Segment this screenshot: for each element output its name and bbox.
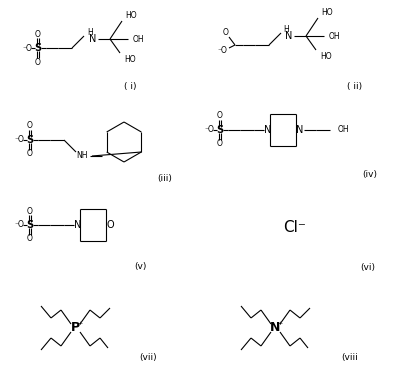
Text: +: +: [77, 321, 83, 327]
Text: H: H: [282, 24, 288, 34]
Text: O: O: [106, 220, 113, 230]
Text: O: O: [222, 28, 228, 37]
Text: OH: OH: [133, 34, 144, 44]
Text: N: N: [264, 125, 271, 135]
Text: +: +: [277, 321, 282, 327]
Text: (iii): (iii): [157, 173, 172, 183]
Text: NH: NH: [76, 152, 87, 161]
Text: O: O: [27, 121, 33, 131]
Text: ( ii): ( ii): [347, 82, 362, 90]
Text: HO: HO: [320, 7, 332, 17]
Text: ⁻O: ⁻O: [204, 125, 213, 134]
Text: (vi): (vi): [360, 263, 375, 272]
Text: O: O: [217, 139, 222, 148]
Text: P: P: [70, 321, 79, 335]
Text: O: O: [27, 235, 33, 244]
Text: HO: HO: [319, 52, 331, 61]
Text: O: O: [27, 149, 33, 159]
Text: (iv): (iv): [362, 170, 377, 179]
Text: N: N: [89, 34, 96, 44]
Text: H: H: [87, 28, 93, 37]
Text: O: O: [217, 111, 222, 121]
Text: O: O: [35, 58, 41, 66]
Text: HO: HO: [125, 10, 136, 20]
Text: S: S: [26, 135, 34, 145]
Text: O: O: [27, 207, 33, 215]
Text: ( i): ( i): [124, 82, 136, 90]
Text: S: S: [26, 220, 34, 230]
Text: (viii: (viii: [341, 354, 358, 362]
Text: OH: OH: [337, 125, 349, 134]
Text: OH: OH: [328, 31, 340, 41]
Text: ⁻O: ⁻O: [14, 221, 24, 230]
Text: ⁻O: ⁻O: [14, 135, 24, 145]
Text: N: N: [74, 220, 81, 230]
Text: (vii): (vii): [139, 354, 156, 362]
Text: ⁻O: ⁻O: [217, 45, 226, 55]
Text: ⁻O: ⁻O: [22, 44, 32, 52]
Text: Cl⁻: Cl⁻: [283, 221, 306, 235]
Text: O: O: [35, 30, 41, 38]
Text: N: N: [269, 321, 279, 335]
Text: (v): (v): [134, 262, 146, 272]
Text: S: S: [34, 43, 41, 53]
Text: HO: HO: [124, 55, 135, 63]
Text: S: S: [216, 125, 223, 135]
Text: N: N: [296, 125, 303, 135]
Text: N: N: [285, 31, 292, 41]
